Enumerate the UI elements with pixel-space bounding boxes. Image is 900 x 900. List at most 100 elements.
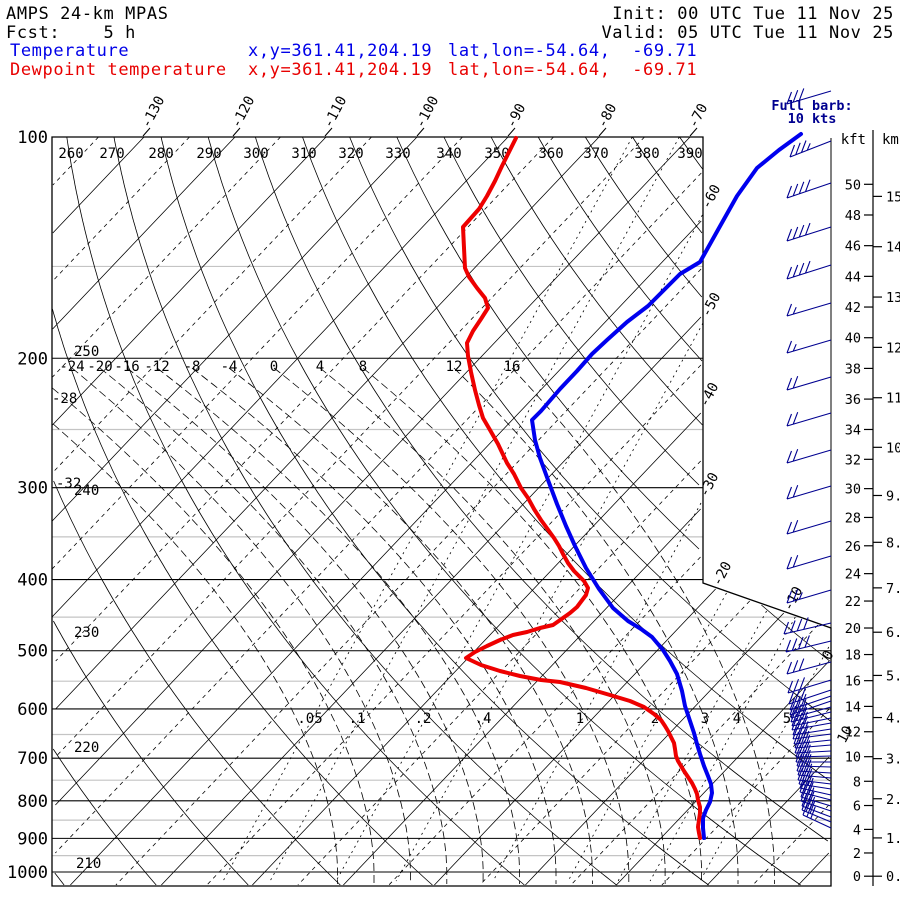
km-tick-label: 6. bbox=[886, 625, 900, 641]
wind-barb-column bbox=[783, 140, 832, 829]
dry-adiabat-label: 240 bbox=[74, 483, 99, 499]
mixing-ratio-label: .05 bbox=[297, 711, 322, 727]
wind-barb bbox=[792, 721, 832, 736]
moist-adiabat-label: 4 bbox=[316, 359, 324, 375]
wind-barb bbox=[792, 725, 832, 740]
kft-tick-label: 44 bbox=[845, 269, 861, 285]
mixing-ratio-label: 1 bbox=[576, 711, 584, 727]
temperature-latlon: lat,lon=-54.64, -69.71 bbox=[448, 41, 698, 61]
kft-tick-label: 36 bbox=[845, 392, 861, 408]
moist-adiabat-label: -20 bbox=[87, 359, 112, 375]
moist-adiabat-lines bbox=[52, 367, 775, 884]
init-time-label: Init: 00 UTC Tue 11 Nov 25 bbox=[612, 4, 894, 24]
moist-adiabat-label: -24 bbox=[59, 359, 84, 375]
moist-adiabat-label: 0 bbox=[270, 359, 278, 375]
wind-barb bbox=[797, 767, 832, 785]
plot-border bbox=[51, 136, 832, 887]
kft-tick-label: 22 bbox=[845, 594, 861, 610]
kft-tick-label: 28 bbox=[845, 510, 861, 526]
isotherm-label-top: -100 bbox=[412, 94, 442, 131]
kft-tick-label: 38 bbox=[845, 361, 861, 377]
isotherm-label-right: -40 bbox=[696, 380, 722, 410]
isotherm-lines bbox=[51, 136, 830, 886]
isotherm-label-top: -90 bbox=[503, 101, 529, 131]
wind-barb bbox=[786, 222, 832, 242]
kft-tick-label: 2 bbox=[853, 846, 861, 862]
dry-adiabat-label: 210 bbox=[76, 856, 101, 872]
mixing-ratio-label: 3 bbox=[701, 711, 709, 727]
wind-barb bbox=[783, 617, 832, 635]
wind-barb bbox=[790, 707, 832, 723]
moist-adiabat-label: -12 bbox=[144, 359, 169, 375]
dewpoint-legend-label: Dewpoint temperature bbox=[10, 60, 227, 80]
wind-barb-scale-line2: 10 kts bbox=[787, 111, 837, 127]
wind-barb bbox=[786, 485, 832, 500]
wind-barb bbox=[795, 749, 831, 763]
wind-barb bbox=[799, 779, 832, 801]
kft-tick-label: 14 bbox=[845, 699, 861, 715]
km-tick-label: 1. bbox=[886, 831, 900, 847]
km-tick-label: 2. bbox=[886, 792, 900, 808]
isotherm-label-right: -60 bbox=[698, 182, 724, 212]
wind-barb bbox=[802, 802, 832, 829]
wind-barb bbox=[789, 693, 832, 711]
wind-barb bbox=[796, 758, 832, 774]
pressure-axis-label: 1000 bbox=[7, 863, 48, 883]
kft-tick-label: 8 bbox=[853, 774, 861, 790]
wind-barb bbox=[789, 140, 832, 158]
km-tick-label: 13. bbox=[886, 290, 900, 306]
wind-barb bbox=[786, 412, 832, 427]
wind-barb bbox=[799, 775, 832, 796]
kft-tick-label: 10 bbox=[845, 750, 861, 766]
wind-barb-legend-symbol bbox=[786, 88, 832, 105]
mixing-ratio-label: .1 bbox=[349, 711, 366, 727]
wind-barb bbox=[795, 744, 832, 758]
wind-barb bbox=[797, 762, 832, 779]
dry-adiabat-lines bbox=[52, 136, 831, 886]
km-tick-label: 4. bbox=[886, 711, 900, 727]
chart-title: AMPS 24-km MPAS bbox=[6, 4, 169, 24]
wind-barb bbox=[800, 784, 832, 807]
wind-barb bbox=[791, 715, 832, 731]
km-tick-label: 10. bbox=[886, 440, 900, 456]
wind-barb bbox=[786, 376, 832, 391]
dry-adiabat-label: 230 bbox=[74, 625, 99, 641]
km-tick-label: 5. bbox=[886, 668, 900, 684]
kft-tick-label: 42 bbox=[845, 300, 861, 316]
isotherm-label-top: -130 bbox=[138, 94, 168, 131]
wind-barb bbox=[798, 771, 832, 790]
wind-barb bbox=[786, 302, 832, 317]
dry-adiabat-label: 250 bbox=[74, 344, 99, 360]
kft-tick-label: 40 bbox=[845, 331, 861, 347]
isotherm-label-right: -50 bbox=[698, 290, 724, 320]
dry-adiabat-label: 390 bbox=[677, 146, 702, 162]
kft-axis-title: kft bbox=[841, 132, 866, 148]
moist-adiabat-label: -8 bbox=[184, 359, 201, 375]
kft-tick-label: 6 bbox=[853, 799, 861, 815]
kft-tick-label: 12 bbox=[845, 725, 861, 741]
moist-adiabat-label: -4 bbox=[221, 359, 238, 375]
wind-barb bbox=[786, 449, 832, 464]
moist-adiabat-label: 8 bbox=[359, 359, 367, 375]
wind-barb bbox=[801, 797, 832, 823]
km-tick-label: 9. bbox=[886, 488, 900, 504]
kft-tick-label: 32 bbox=[845, 452, 861, 468]
dry-adiabat-label: 380 bbox=[634, 146, 659, 162]
kft-tick-label: 4 bbox=[853, 822, 861, 838]
moist-adiabat-label: 12 bbox=[446, 359, 463, 375]
pressure-axis-label: 600 bbox=[17, 700, 48, 720]
wind-barb bbox=[786, 658, 832, 675]
dry-adiabat-label: 300 bbox=[243, 146, 268, 162]
wind-barb bbox=[791, 711, 832, 727]
wind-barb bbox=[786, 589, 832, 604]
kft-tick-label: 46 bbox=[845, 239, 861, 255]
km-tick-label: 12. bbox=[886, 340, 900, 356]
mixing-ratio-label: 4 bbox=[733, 711, 741, 727]
dry-adiabat-label: 330 bbox=[385, 146, 410, 162]
mixing-ratio-lines bbox=[222, 136, 830, 882]
km-tick-label: 8. bbox=[886, 535, 900, 551]
wind-barb bbox=[800, 788, 832, 812]
dry-adiabat-label: 340 bbox=[436, 146, 461, 162]
